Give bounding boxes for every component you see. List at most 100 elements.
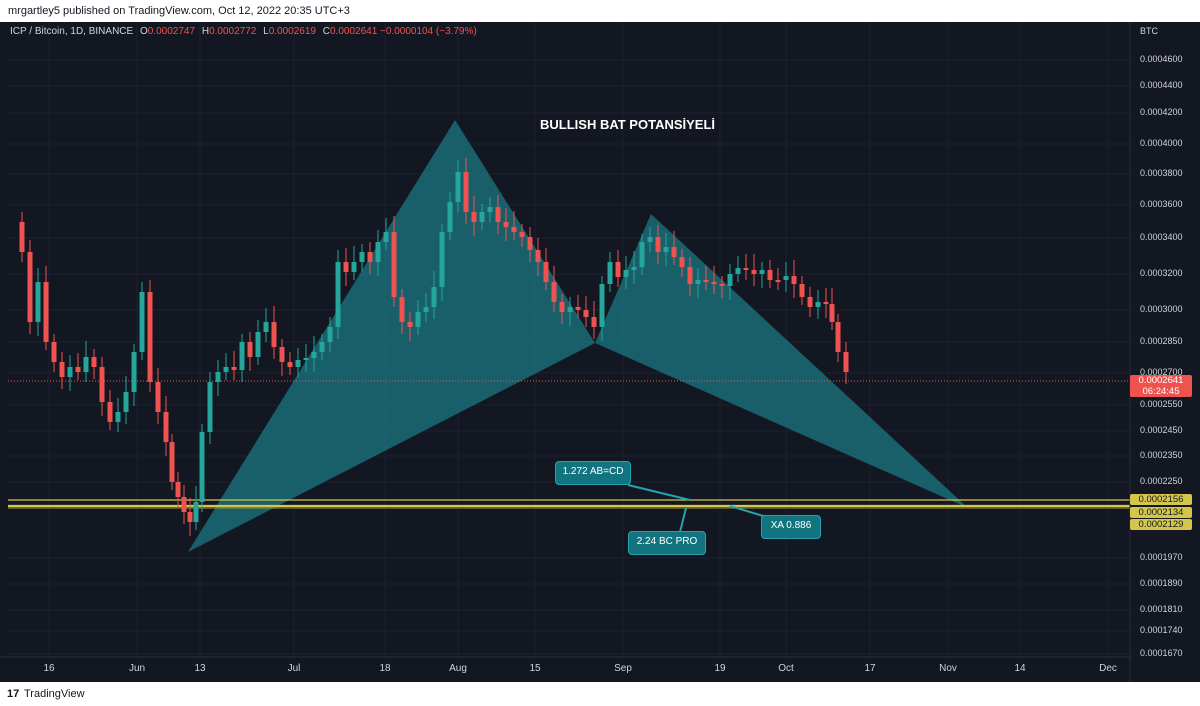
candle-up bbox=[263, 322, 269, 332]
candle-down bbox=[799, 284, 805, 297]
candle-up bbox=[647, 237, 653, 242]
candle-down bbox=[535, 250, 541, 262]
candle-up bbox=[431, 287, 437, 307]
candle-down bbox=[279, 347, 285, 362]
candle-up bbox=[783, 276, 789, 280]
change-value: −0.0000104 (−3.79%) bbox=[380, 26, 477, 37]
candle-up bbox=[193, 502, 199, 522]
candle-up bbox=[727, 274, 733, 286]
candle-down bbox=[519, 232, 525, 237]
bc-pro-callout[interactable]: 2.24 BC PRO bbox=[628, 531, 706, 555]
candle-up bbox=[623, 270, 629, 277]
candle-up bbox=[599, 284, 605, 327]
xa-callout[interactable]: XA 0.886 bbox=[761, 515, 821, 539]
price-chart[interactable]: 16 Jun 13 Jul 18 Aug 15 Sep 19 Oct 17 Nov 14 Dec bbox=[0, 22, 1200, 682]
candle-down bbox=[19, 222, 25, 252]
candle-down bbox=[511, 227, 517, 232]
high-key: H bbox=[201, 26, 210, 37]
candle-up bbox=[479, 212, 485, 222]
close-key: C bbox=[322, 26, 330, 37]
price-axis-tick-label: 0.0003000 bbox=[1140, 304, 1183, 314]
candle-down bbox=[575, 307, 581, 310]
candle-up bbox=[415, 312, 421, 327]
time-axis-tick-label: 17 bbox=[864, 663, 876, 674]
candle-down bbox=[583, 310, 589, 317]
candle-down bbox=[187, 512, 193, 522]
time-axis-tick-label: 15 bbox=[529, 663, 541, 674]
candle-down bbox=[181, 497, 187, 512]
price-axis-tick-label: 0.0002350 bbox=[1140, 450, 1183, 460]
candle-up bbox=[83, 357, 89, 372]
candle-up bbox=[311, 352, 317, 358]
ohlc-legend: ICP / Bitcoin, 1D, BINANCE O0.0002747 H0… bbox=[10, 26, 477, 37]
candle-up bbox=[351, 262, 357, 272]
candle-down bbox=[679, 257, 685, 267]
close-value: 0.0002641 bbox=[329, 26, 378, 37]
low-key: L bbox=[263, 26, 269, 37]
candle-down bbox=[407, 322, 413, 327]
candle-up bbox=[215, 372, 221, 382]
candle-down bbox=[807, 297, 813, 307]
candle-down bbox=[75, 367, 81, 372]
candle-down bbox=[91, 357, 97, 367]
footer-brand[interactable]: TradingView bbox=[24, 688, 85, 700]
level-tag-1: 0.0002156 bbox=[1130, 494, 1192, 505]
symbol-label[interactable]: ICP / Bitcoin, 1D, BINANCE bbox=[10, 26, 134, 37]
candle-down bbox=[835, 322, 841, 352]
candle-down bbox=[791, 276, 797, 284]
candle-down bbox=[99, 367, 105, 402]
candle-up bbox=[199, 432, 205, 502]
time-axis-tick-label: Dec bbox=[1099, 663, 1117, 674]
price-axis-tick-label: 0.0002700 bbox=[1140, 367, 1183, 377]
footer-bar: 17 TradingView bbox=[0, 682, 1200, 706]
high-value: 0.0002772 bbox=[209, 26, 257, 37]
candle-up bbox=[607, 262, 613, 284]
candle-up bbox=[335, 262, 341, 327]
price-axis-tick-label: 0.0002550 bbox=[1140, 399, 1183, 409]
candle-up bbox=[695, 280, 701, 284]
price-axis-tick-label: 0.0003600 bbox=[1140, 199, 1183, 209]
bcpro-pointer bbox=[679, 507, 687, 533]
price-axis-tick-label: 0.0001890 bbox=[1140, 578, 1183, 588]
candle-down bbox=[175, 482, 181, 497]
price-axis-tick-label: 0.0003200 bbox=[1140, 268, 1183, 278]
candle-down bbox=[687, 267, 693, 284]
chart-area[interactable]: 16 Jun 13 Jul 18 Aug 15 Sep 19 Oct 17 Nov 14 Dec bbox=[0, 22, 1200, 682]
time-axis-tick-label: Sep bbox=[614, 663, 632, 674]
abcd-callout[interactable]: 1.272 AB=CD bbox=[555, 461, 631, 485]
candle-down bbox=[471, 212, 477, 222]
candle-down bbox=[247, 342, 253, 357]
candle-up bbox=[487, 207, 493, 212]
candle-up bbox=[663, 247, 669, 252]
candle-up bbox=[759, 270, 765, 274]
published-text: mrgartley5 published on TradingView.com,… bbox=[8, 5, 350, 17]
published-header: mrgartley5 published on TradingView.com,… bbox=[0, 0, 1200, 22]
last-price-tag: 0.0002641 06:24:45 bbox=[1130, 375, 1192, 397]
candle-down bbox=[615, 262, 621, 277]
candle-down bbox=[591, 317, 597, 327]
candle-up bbox=[439, 232, 445, 287]
tradingview-logo-icon: 17 bbox=[7, 688, 20, 700]
candle-up bbox=[255, 332, 261, 357]
candle-down bbox=[27, 252, 33, 322]
candle-down bbox=[559, 302, 565, 312]
price-axis-tick-label: 0.0002450 bbox=[1140, 425, 1183, 435]
candle-down bbox=[543, 262, 549, 282]
price-axis-tick-label: 0.0002250 bbox=[1140, 476, 1183, 486]
candle-up bbox=[207, 382, 213, 432]
low-value: 0.0002619 bbox=[268, 26, 316, 37]
time-axis-tick-label: 13 bbox=[194, 663, 206, 674]
candle-down bbox=[343, 262, 349, 272]
candle-up bbox=[67, 367, 73, 377]
candle-down bbox=[767, 270, 773, 280]
time-axis-tick-label: 16 bbox=[43, 663, 55, 674]
candle-up bbox=[223, 367, 229, 372]
candle-up bbox=[815, 302, 821, 307]
candle-down bbox=[271, 322, 277, 347]
candle-down bbox=[829, 304, 835, 322]
candle-down bbox=[775, 280, 781, 282]
time-axis-tick-label: Oct bbox=[778, 663, 794, 674]
candle-up bbox=[139, 292, 145, 352]
candle-up bbox=[123, 392, 129, 412]
candle-up bbox=[631, 267, 637, 270]
